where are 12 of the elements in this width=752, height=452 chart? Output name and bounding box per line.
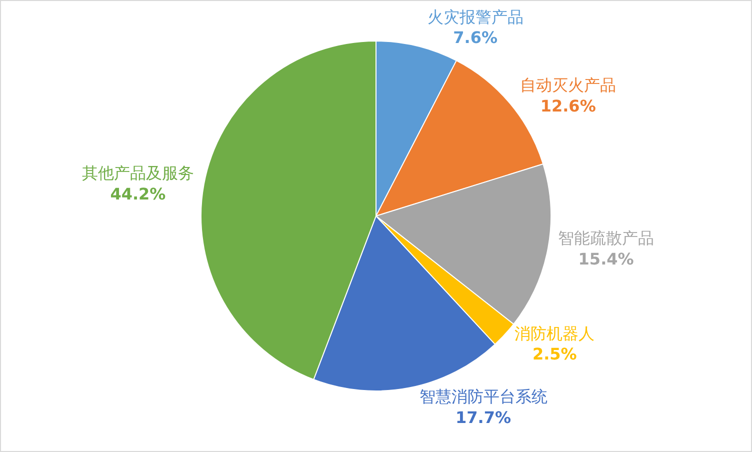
slice-label: 火灾报警产品 <box>427 7 524 26</box>
slice-label: 自动灭火产品 <box>520 75 616 94</box>
slice-label: 其他产品及服务 <box>82 164 194 183</box>
data-label: 12.6% <box>540 96 596 116</box>
data-label: 2.5% <box>532 344 577 364</box>
slice-label: 智能疏散产品 <box>558 228 654 248</box>
slice-label: 消防机器人 <box>514 324 595 343</box>
data-label: 7.6% <box>453 28 498 48</box>
data-label: 15.4% <box>578 249 634 268</box>
data-label: 44.2% <box>110 184 166 204</box>
slice-label: 智慧消防平台系统 <box>419 387 548 406</box>
data-label: 17.7% <box>456 408 512 427</box>
